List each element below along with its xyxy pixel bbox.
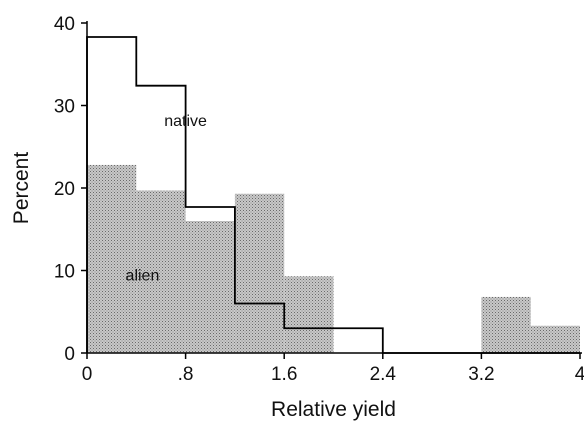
series-labels: native alien (126, 113, 207, 284)
alien-bar (185, 221, 235, 353)
x-tick-label: 1.6 (271, 364, 297, 385)
y-tick-label: 30 (54, 97, 75, 118)
alien-series-label: alien (126, 267, 160, 284)
x-tick-label: 2.4 (370, 364, 397, 385)
alien-bar (481, 296, 531, 353)
x-tick-label: .8 (178, 364, 194, 385)
y-tick-label: 40 (54, 14, 75, 35)
alien-bar (530, 325, 580, 353)
x-tick-label: 4 (575, 364, 584, 385)
alien-bar (234, 193, 285, 353)
axes (86, 21, 582, 354)
y-axis-title: Percent (10, 152, 33, 225)
y-tick-label: 20 (54, 179, 75, 200)
x-tick-label: 0 (82, 364, 93, 385)
alien-bar (284, 276, 334, 353)
tick-labels: 0 10 20 30 40 0 .8 1.6 2.4 3.2 4 (54, 14, 584, 385)
y-tick-label: 0 (64, 344, 75, 365)
alien-bar (87, 164, 137, 353)
alien-series-bars (87, 164, 580, 353)
y-tick-label: 10 (54, 262, 75, 283)
native-series-label: native (164, 113, 207, 130)
x-axis-title: Relative yield (271, 398, 396, 421)
alien-bar (136, 190, 186, 353)
x-tick-label: 3.2 (468, 364, 494, 385)
